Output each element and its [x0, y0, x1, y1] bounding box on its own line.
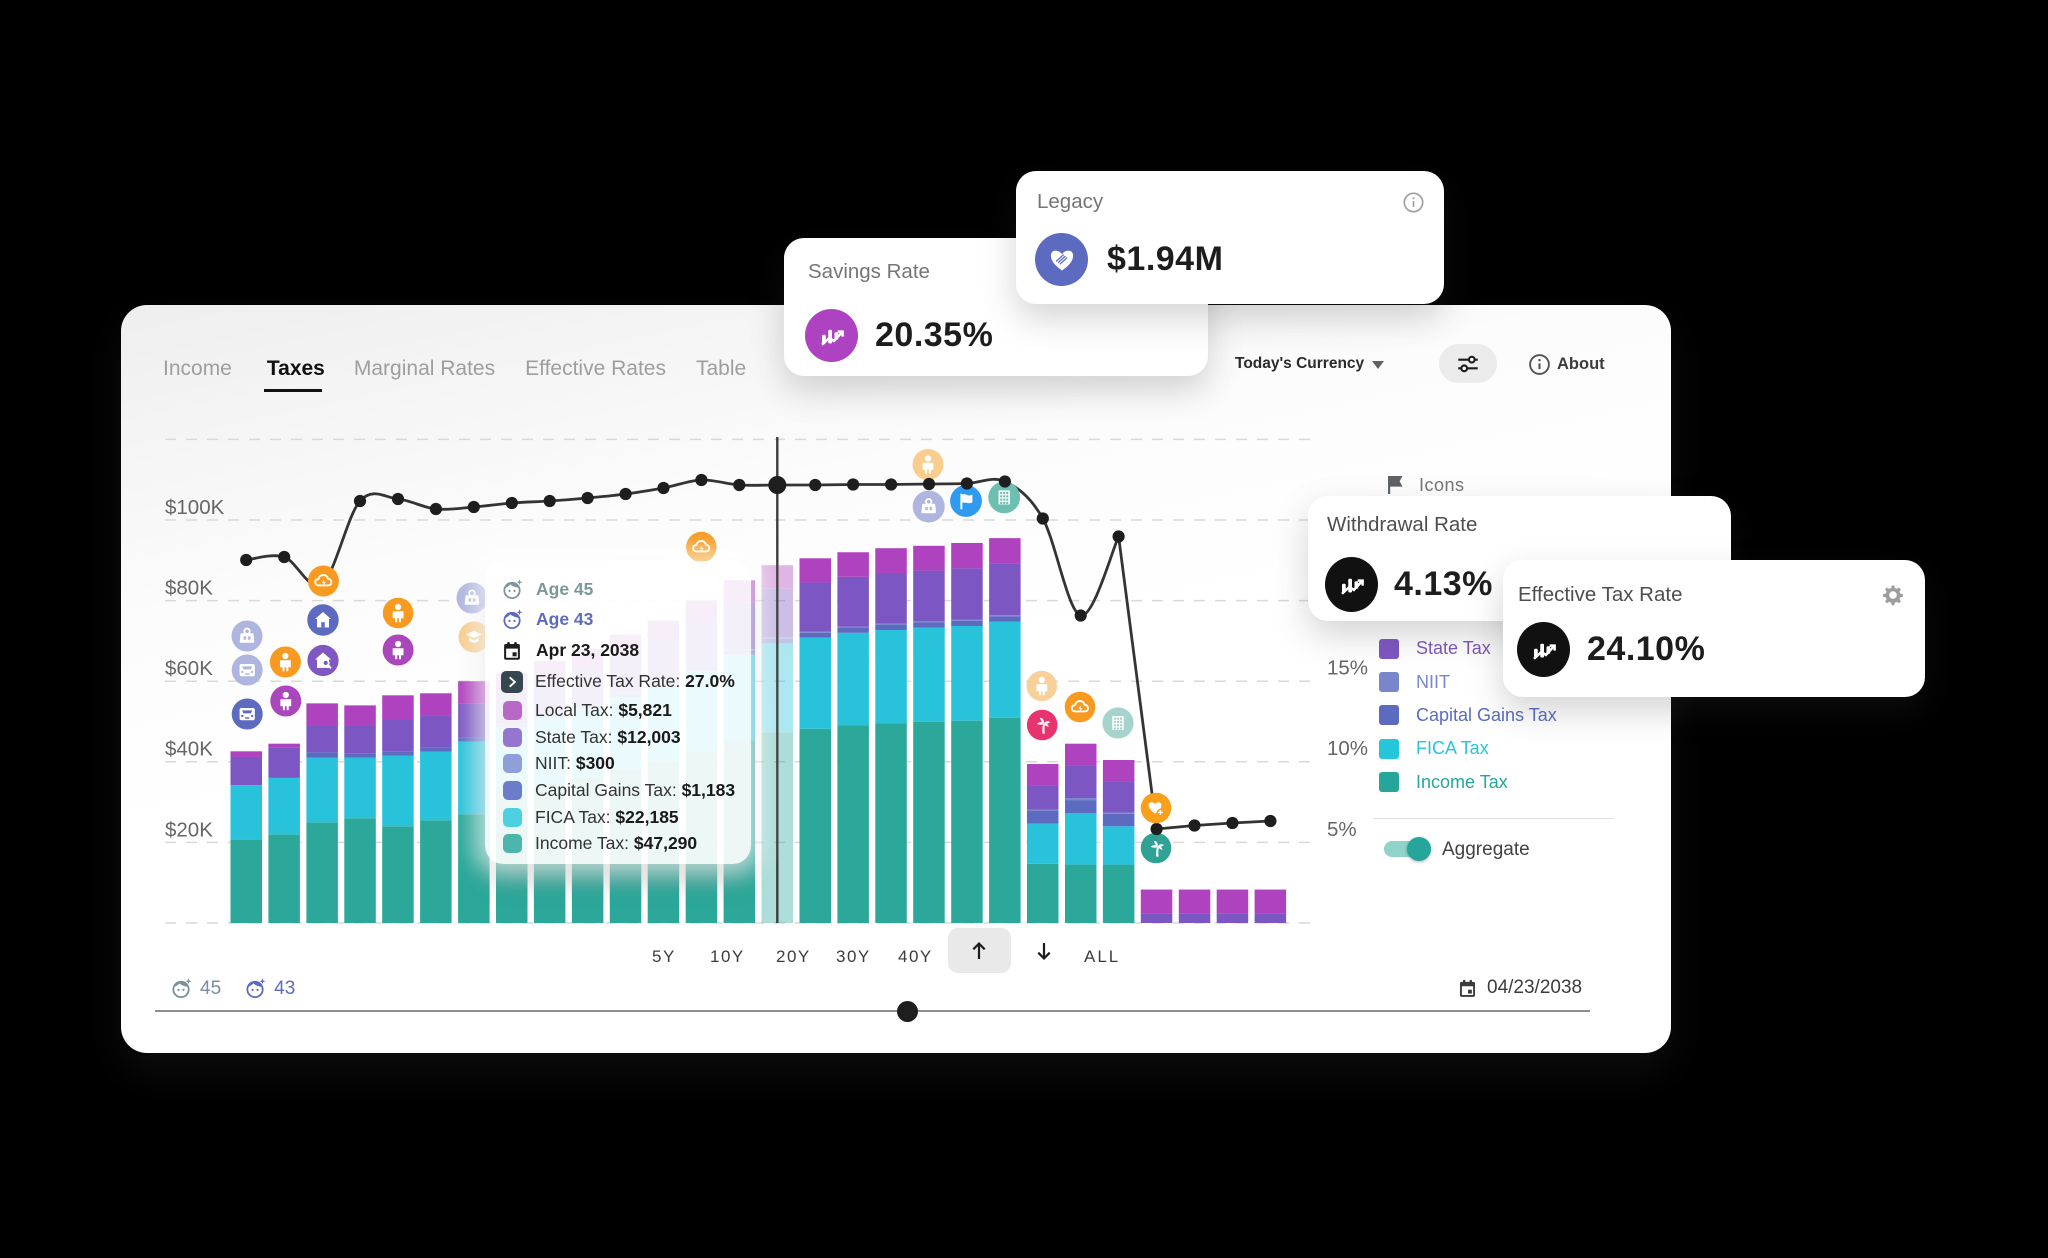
svg-text:$40K: $40K — [165, 738, 213, 761]
svg-text:$60K: $60K — [165, 657, 213, 680]
svg-text:15%: 15% — [1327, 657, 1368, 680]
svg-text:$100K: $100K — [165, 496, 225, 519]
svg-text:$80K: $80K — [165, 577, 213, 600]
svg-text:10%: 10% — [1327, 737, 1368, 760]
svg-text:5%: 5% — [1327, 818, 1357, 841]
svg-text:$20K: $20K — [165, 818, 213, 841]
